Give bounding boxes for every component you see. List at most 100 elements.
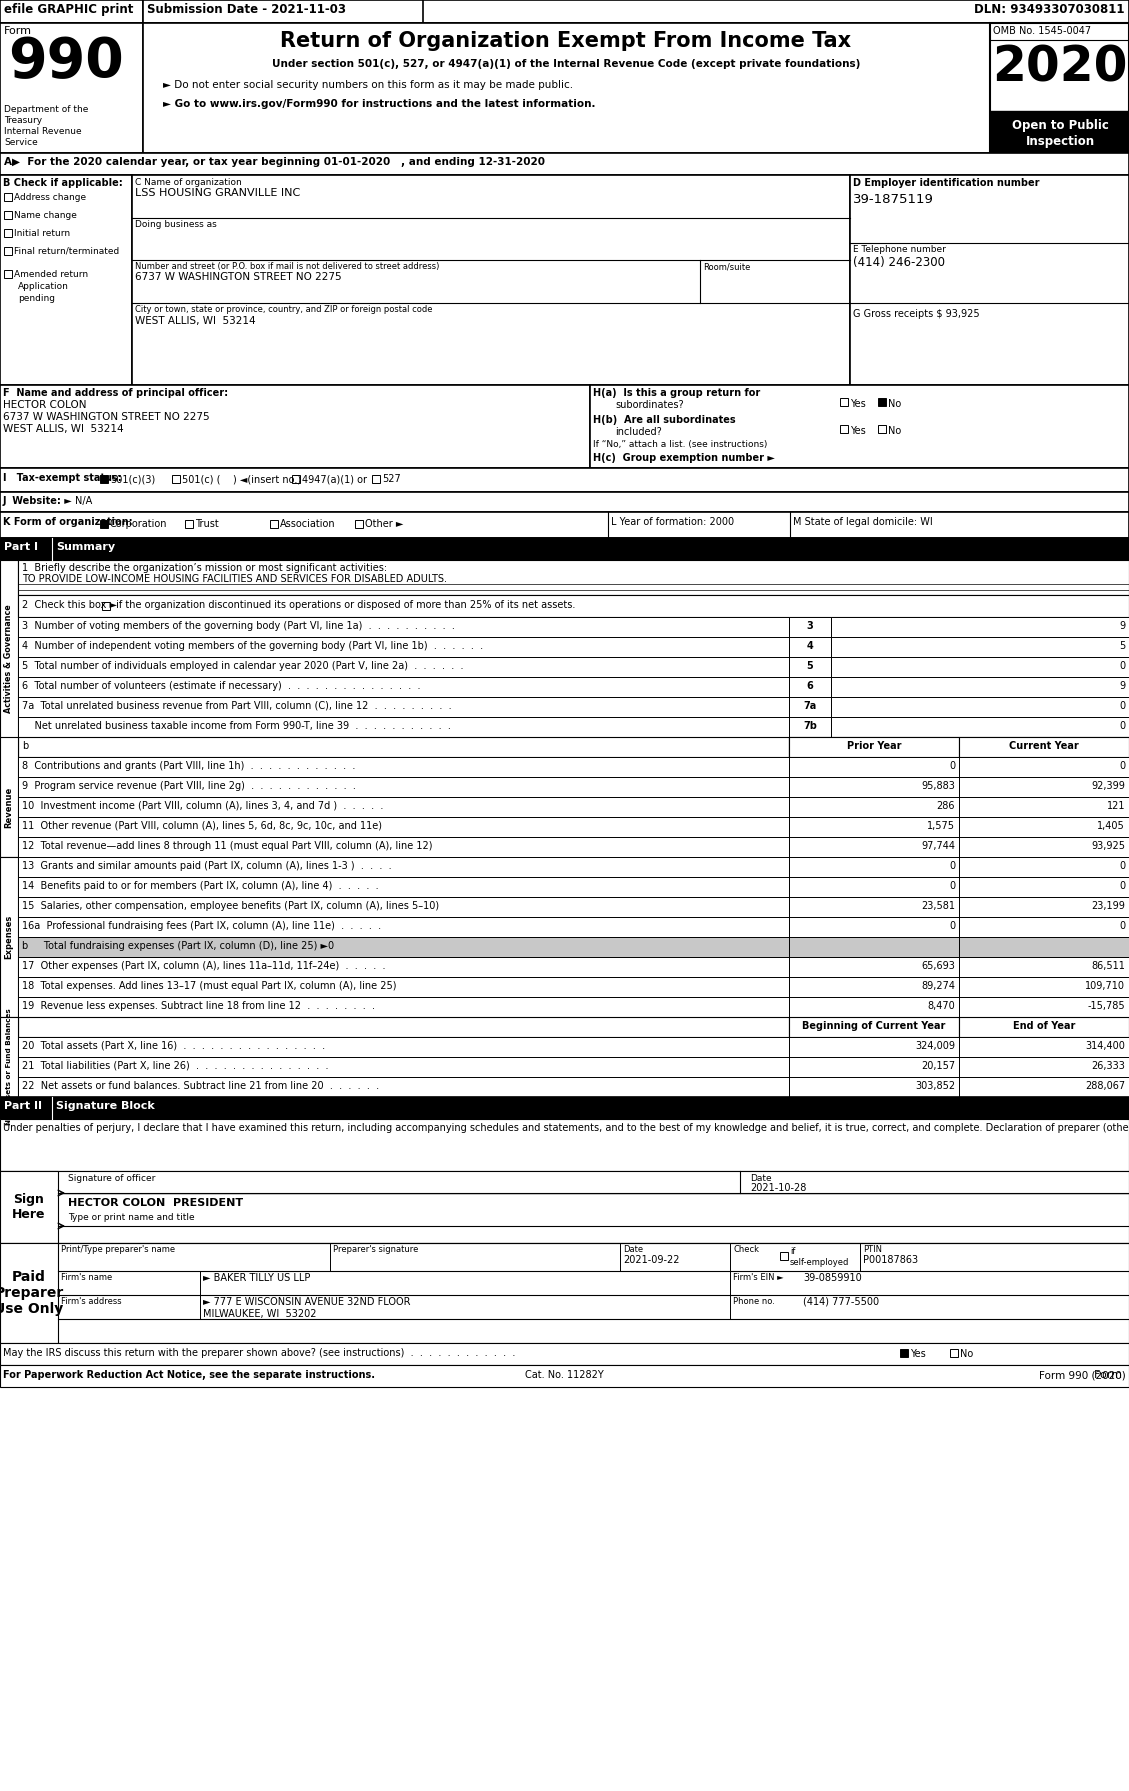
Text: Signature of officer: Signature of officer xyxy=(68,1173,156,1184)
Text: H(c)  Group exemption number ►: H(c) Group exemption number ► xyxy=(593,453,774,464)
Bar xyxy=(0,1171,1129,1243)
Text: (414) 777-5500: (414) 777-5500 xyxy=(803,1297,879,1307)
Text: Room/suite: Room/suite xyxy=(703,261,751,270)
Text: efile GRAPHIC print: efile GRAPHIC print xyxy=(5,4,133,16)
Bar xyxy=(18,697,789,716)
Text: 121: 121 xyxy=(1106,801,1124,811)
Bar xyxy=(789,817,959,836)
Bar xyxy=(789,777,959,797)
Text: 23,581: 23,581 xyxy=(921,901,955,912)
Text: 3: 3 xyxy=(806,621,813,630)
Bar xyxy=(959,738,1129,758)
Bar xyxy=(18,1017,789,1037)
Text: 20  Total assets (Part X, line 16)  .  .  .  .  .  .  .  .  .  .  .  .  .  .  . : 20 Total assets (Part X, line 16) . . . … xyxy=(21,1041,325,1051)
Text: Address change: Address change xyxy=(14,193,86,202)
Text: 8  Contributions and grants (Part VIII, line 1h)  .  .  .  .  .  .  .  .  .  .  : 8 Contributions and grants (Part VIII, l… xyxy=(21,761,356,770)
Text: Other ►: Other ► xyxy=(365,519,403,528)
Bar xyxy=(0,23,143,152)
Text: ► BAKER TILLY US LLP: ► BAKER TILLY US LLP xyxy=(203,1273,310,1282)
Text: 86,511: 86,511 xyxy=(1091,962,1124,971)
Text: 501(c)(3): 501(c)(3) xyxy=(110,475,156,484)
Text: 21  Total liabilities (Part X, line 26)  .  .  .  .  .  .  .  .  .  .  .  .  .  : 21 Total liabilities (Part X, line 26) .… xyxy=(21,1060,329,1071)
Bar xyxy=(18,978,789,998)
Text: 7b: 7b xyxy=(803,722,817,731)
Bar xyxy=(789,738,959,758)
Text: H(a)  Is this a group return for: H(a) Is this a group return for xyxy=(593,389,760,398)
Bar xyxy=(0,858,18,1017)
Bar xyxy=(789,1057,959,1076)
Text: Amended return: Amended return xyxy=(14,270,88,279)
Text: 26,333: 26,333 xyxy=(1091,1060,1124,1071)
Bar xyxy=(100,519,108,528)
Bar xyxy=(0,1171,58,1243)
Text: 324,009: 324,009 xyxy=(914,1041,955,1051)
Text: Firm's address: Firm's address xyxy=(61,1297,122,1306)
Text: 4947(a)(1) or: 4947(a)(1) or xyxy=(301,475,367,484)
Text: J  Website: ►: J Website: ► xyxy=(3,496,72,507)
Bar xyxy=(959,1076,1129,1098)
Bar xyxy=(789,897,959,917)
Text: DLN: 93493307030811: DLN: 93493307030811 xyxy=(974,4,1124,16)
Bar xyxy=(831,716,1129,738)
Text: Summary: Summary xyxy=(56,543,115,552)
Text: Cat. No. 11282Y: Cat. No. 11282Y xyxy=(525,1370,603,1381)
Text: 6737 W WASHINGTON STREET NO 2275: 6737 W WASHINGTON STREET NO 2275 xyxy=(3,412,210,423)
Text: 95,883: 95,883 xyxy=(921,781,955,792)
Text: Under penalties of perjury, I declare that I have examined this return, includin: Under penalties of perjury, I declare th… xyxy=(3,1123,1129,1134)
Bar xyxy=(0,493,1129,512)
Text: Association: Association xyxy=(280,519,335,528)
Bar xyxy=(959,858,1129,878)
Text: Paid
Preparer
Use Only: Paid Preparer Use Only xyxy=(0,1270,63,1316)
Bar xyxy=(0,1243,1129,1343)
Text: 0: 0 xyxy=(948,881,955,890)
Text: 0: 0 xyxy=(948,761,955,770)
Bar xyxy=(185,519,193,528)
Text: Application: Application xyxy=(18,281,69,290)
Text: 19  Revenue less expenses. Subtract line 18 from line 12  .  .  .  .  .  .  .  .: 19 Revenue less expenses. Subtract line … xyxy=(21,1001,375,1010)
Bar xyxy=(990,111,1129,152)
Text: if the organization discontinued its operations or disposed of more than 25% of : if the organization discontinued its ope… xyxy=(113,600,576,611)
Bar xyxy=(789,836,959,858)
Bar xyxy=(143,0,423,23)
Bar xyxy=(789,657,831,677)
Text: 0: 0 xyxy=(1119,761,1124,770)
Text: Under section 501(c), 527, or 4947(a)(1) of the Internal Revenue Code (except pr: Under section 501(c), 527, or 4947(a)(1)… xyxy=(272,59,860,70)
Bar xyxy=(789,956,959,978)
Text: 89,274: 89,274 xyxy=(921,981,955,990)
Bar xyxy=(0,512,1129,537)
Bar xyxy=(959,956,1129,978)
Bar xyxy=(371,475,380,484)
Bar xyxy=(789,758,959,777)
Text: Part I: Part I xyxy=(5,543,38,552)
Text: 4: 4 xyxy=(806,641,813,650)
Bar xyxy=(0,1098,1129,1119)
Text: 2021-10-28: 2021-10-28 xyxy=(750,1184,806,1193)
Text: HECTOR COLON: HECTOR COLON xyxy=(3,399,87,410)
Bar xyxy=(5,247,12,254)
Text: 6: 6 xyxy=(806,681,813,691)
Bar xyxy=(270,519,278,528)
Bar xyxy=(789,1076,959,1098)
Bar xyxy=(0,385,590,467)
Bar xyxy=(18,1076,789,1098)
Bar xyxy=(831,657,1129,677)
Text: 12  Total revenue—add lines 8 through 11 (must equal Part VIII, column (A), line: 12 Total revenue—add lines 8 through 11 … xyxy=(21,842,432,851)
Text: Form: Form xyxy=(1094,1370,1126,1381)
Text: Print/Type preparer's name: Print/Type preparer's name xyxy=(61,1245,175,1254)
Text: Beginning of Current Year: Beginning of Current Year xyxy=(803,1021,946,1032)
Bar xyxy=(132,176,850,385)
Bar xyxy=(0,0,1129,23)
Text: 3  Number of voting members of the governing body (Part VI, line 1a)  .  .  .  .: 3 Number of voting members of the govern… xyxy=(21,621,455,630)
Bar xyxy=(850,176,1129,385)
Text: Current Year: Current Year xyxy=(1009,741,1079,750)
Bar xyxy=(789,878,959,897)
Text: 0: 0 xyxy=(1119,921,1124,931)
Bar xyxy=(5,270,12,278)
Bar xyxy=(789,697,831,716)
Text: If “No,” attach a list. (see instructions): If “No,” attach a list. (see instruction… xyxy=(593,441,768,450)
Bar xyxy=(789,937,959,956)
Text: 13  Grants and similar amounts paid (Part IX, column (A), lines 1-3 )  .  .  .  : 13 Grants and similar amounts paid (Part… xyxy=(21,861,392,870)
Text: Corporation: Corporation xyxy=(110,519,167,528)
Bar xyxy=(102,602,110,611)
Bar xyxy=(831,638,1129,657)
